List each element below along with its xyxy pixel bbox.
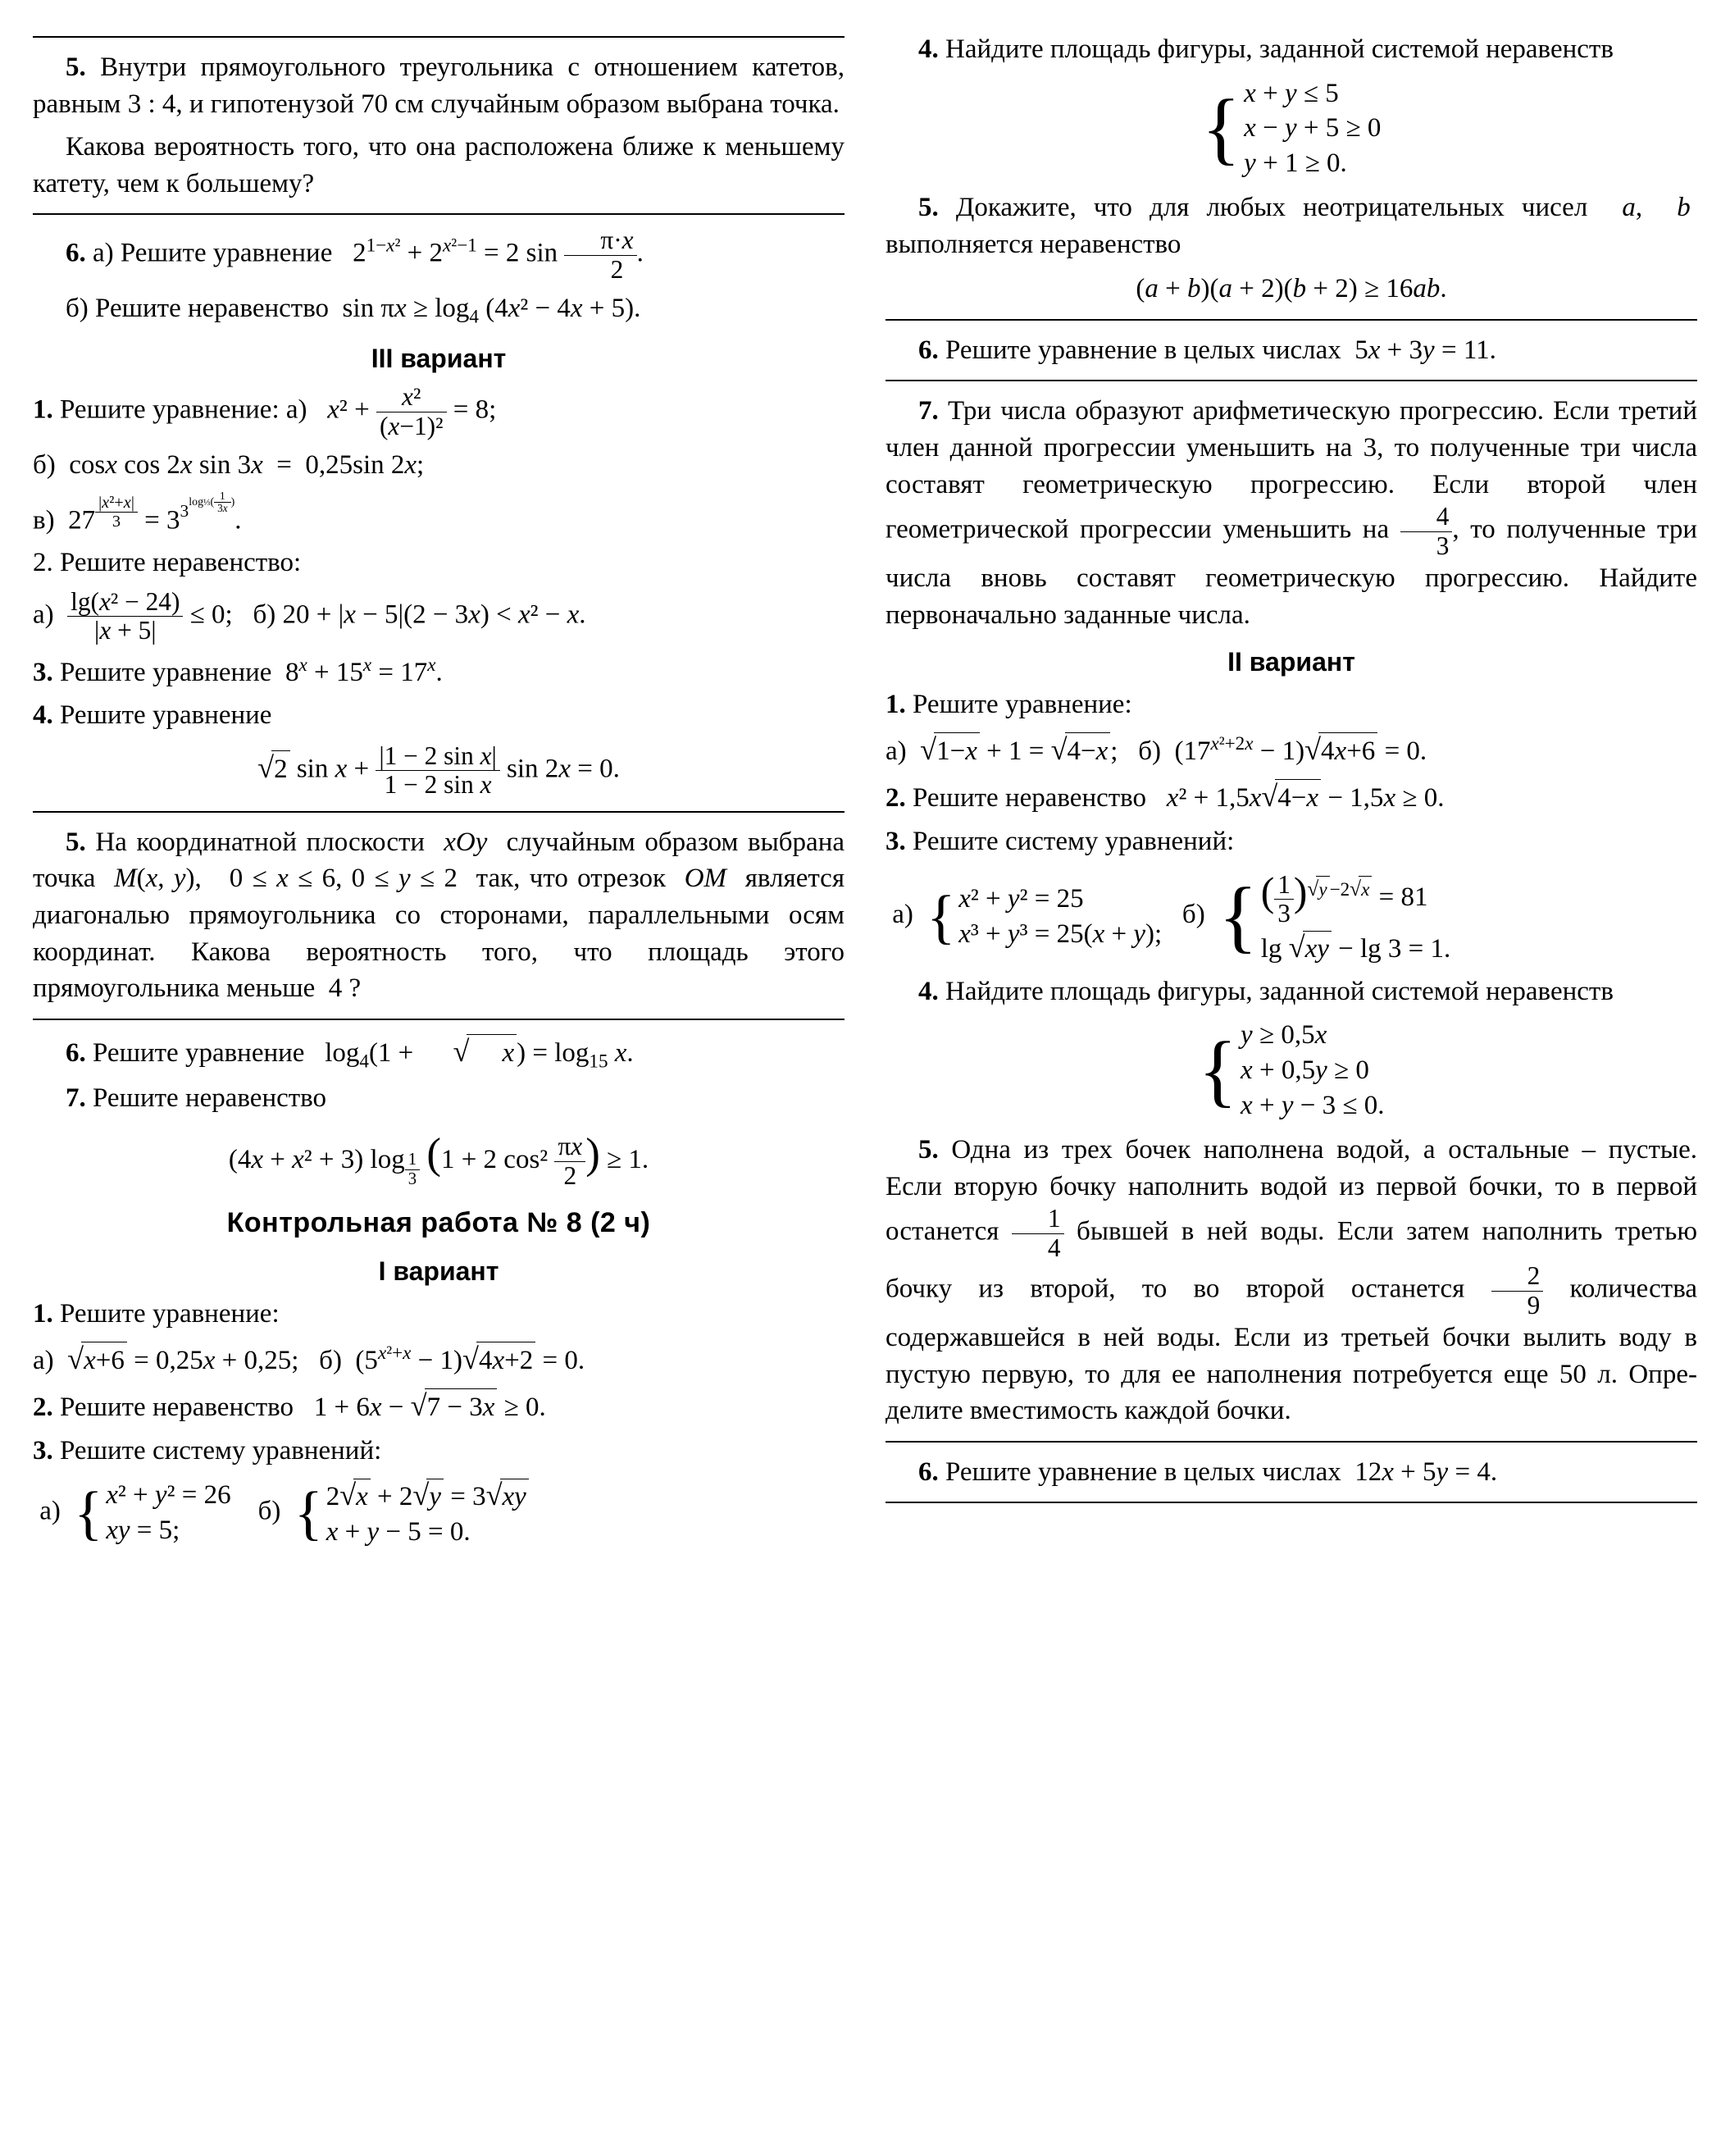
problem-number: 5. [66, 52, 86, 82]
problem-text: Найдите площадь фигуры, заданной систе­м… [939, 977, 1614, 1006]
left-column: 5. Внутри прямоугольного треугольника с … [33, 25, 845, 1557]
v3-problem-6: 6. Решите уравнение log4(1 + x) = log15 … [33, 1032, 845, 1074]
problem-text: Решите неравенство [86, 1083, 326, 1113]
problem-text: а) Решите уравнение [86, 239, 333, 268]
v2-problem-1ab: а) 1−x + 1 = 4−x; б) (17x²+2x − 1)4x+6 =… [885, 730, 1697, 770]
problem-text: Докажите, что для любых неотрицательных … [885, 193, 1697, 259]
problem-number: 1. [33, 395, 53, 425]
v3-problem-5: 5. На координатной плоскости xOy случай­… [33, 824, 845, 1007]
problem-number: 5. [66, 827, 86, 857]
problem-number: 6. [66, 239, 86, 268]
r-problem-5: 5. Докажите, что для любых неотрицательн… [885, 189, 1697, 262]
problem-text: Решите уравнение [53, 700, 272, 730]
v3-problem-4: 4. Решите уравнение [33, 697, 845, 734]
problem-number: 5. [918, 193, 939, 222]
divider [33, 213, 845, 215]
problem-text: Решите неравенство x² + 1,5x4−x − 1,5x ≥… [913, 783, 1444, 813]
v2-problem-1: 1. Решите уравнение: [885, 686, 1697, 723]
problem-number: 6. [918, 1457, 939, 1487]
v3-problem-2ab: а) lg(x² − 24)|x + 5| ≤ 0; б) 20 + |x − … [33, 588, 845, 645]
v3-problem-1b: б) cosx cos 2x sin 3x = 0,25sin 2x; [33, 447, 845, 484]
divider [885, 1502, 1697, 1503]
problem-number: 2. [885, 783, 906, 813]
problem-6b: б) Решите неравенство sin πx ≥ log4 (4x²… [33, 290, 845, 330]
divider [33, 36, 845, 38]
r-problem-5-formula: (a + b)(a + 2)(b + 2) ≥ 16ab. [885, 271, 1697, 308]
problem-number: 5. [918, 1135, 939, 1165]
problem-text: Решите уравнение log4(1 + x) = log15 x. [93, 1038, 634, 1068]
problem-number: 7. [918, 396, 939, 426]
divider [885, 319, 1697, 321]
problem-number: 2. [33, 1393, 53, 1422]
v2-problem-3-systems: а) { x² + y² = 25 x³ + y³ = 25(x + y); б… [885, 866, 1697, 967]
v3-problem-3: 3. Решите уравнение 8x + 15x = 17x. [33, 652, 845, 691]
problem-number: 3. [885, 827, 906, 856]
v3-problem-7-formula: (4x + x² + 3) log13 (1 + 2 cos² πx2) ≥ 1… [33, 1125, 845, 1190]
variant-2-heading: II вариант [885, 645, 1697, 680]
r-problem-7: 7. Три числа образуют арифметическую про… [885, 393, 1697, 633]
problem-number: 6. [66, 1038, 86, 1068]
v3-problem-7: 7. Решите неравенство [33, 1080, 845, 1117]
v2-problem-5: 5. Одна из трех бочек наполнена водой, а… [885, 1132, 1697, 1429]
r-problem-4-system: { x + y ≤ 5 x − y + 5 ≥ 0 y + 1 ≥ 0. [885, 76, 1697, 182]
divider [885, 380, 1697, 381]
v3-problem-2-lead: 2. Решите неравенство: [33, 545, 845, 581]
problem-6a: 6. а) Решите уравнение 21−x² + 2x²−1 = 2… [33, 226, 845, 284]
fraction-num: 4 [1400, 503, 1453, 531]
r-problem-4: 4. Найдите площадь фигуры, заданной сист… [885, 31, 1697, 68]
k1-problem-2: 2. Решите неравенство 1 + 6x − 7 − 3x ≥ … [33, 1386, 845, 1426]
variant-3-heading: III вариант [33, 341, 845, 376]
problem-number: 4. [918, 977, 939, 1006]
problem-text: Решите уравнение 8x + 15x = 17x. [60, 658, 443, 687]
r-problem-6: 6. Решите уравнение в целых числах 5x + … [885, 332, 1697, 369]
v2-problem-4: 4. Найдите площадь фигуры, заданной сист… [885, 973, 1697, 1010]
variant-1-heading: I вариант [33, 1254, 845, 1289]
problem-number: 6. [918, 335, 939, 365]
problem-text: На координатной плоскости xOy случай­ным… [33, 827, 845, 1003]
k1-problem-1ab: а) x+6 = 0,25x + 0,25; б) (5x²+x − 1)4x+… [33, 1339, 845, 1379]
problem-text: Решите систему уравнений: [906, 827, 1235, 856]
divider [885, 1441, 1697, 1443]
problem-5-q: Какова вероятность того, что она располо… [33, 129, 845, 202]
k1-problem-1: 1. Решите уравнение: [33, 1296, 845, 1333]
problem-text: Решите уравнение: [906, 690, 1132, 719]
problem-number: 4. [918, 34, 939, 64]
problem-text: Решите уравнение: [53, 1299, 280, 1329]
problem-text: Решите систему уравнений: [53, 1436, 382, 1465]
problem-text: Решите уравнение: а) [53, 395, 307, 425]
divider [33, 1019, 845, 1020]
v3-problem-1c: в) 27|x²+x|3 = 33log⅓(13x). [33, 490, 845, 539]
problem-number: 4. [33, 700, 53, 730]
kr8-heading: Контрольная работа № 8 (2 ч) [33, 1205, 845, 1242]
problem-text: Внутри прямоугольного треугольника с от­… [33, 52, 845, 119]
problem-5: 5. Внутри прямоугольного треугольника с … [33, 49, 845, 122]
problem-text: Решите неравенство 1 + 6x − 7 − 3x ≥ 0. [60, 1393, 546, 1422]
v2-problem-2: 2. Решите неравенство x² + 1,5x4−x − 1,5… [885, 777, 1697, 817]
fraction-den: 3 [1400, 532, 1453, 560]
fraction-num: 2 [1491, 1262, 1544, 1291]
problem-text: Решите уравнение в целых числах 12x + 5y… [945, 1457, 1497, 1487]
k1-problem-3-systems: а) { x² + y² = 26 xy = 5; б) { 2x + 2y =… [33, 1476, 845, 1550]
fraction-den: 9 [1491, 1292, 1544, 1320]
v2-problem-6: 6. Решите уравнение в целых числах 12x +… [885, 1454, 1697, 1491]
divider [33, 811, 845, 813]
problem-number: 1. [33, 1299, 53, 1329]
fraction-num: 1 [1012, 1205, 1064, 1233]
v2-problem-3: 3. Решите систему уравнений: [885, 823, 1697, 860]
v3-problem-4-formula: 2 sin x + |1 − 2 sin x|1 − 2 sin x sin 2… [33, 742, 845, 800]
problem-number: 3. [33, 1436, 53, 1465]
right-column: 4. Найдите площадь фигуры, заданной сист… [885, 25, 1697, 1557]
v2-problem-4-system: { y ≥ 0,5x x + 0,5y ≥ 0 x + y − 3 ≤ 0. [885, 1018, 1697, 1124]
k1-problem-3: 3. Решите систему уравнений: [33, 1433, 845, 1470]
problem-text: Решите уравнение в целых числах 5x + 3y … [945, 335, 1496, 365]
page: 5. Внутри прямоугольного треугольника с … [0, 0, 1730, 1581]
problem-number: 7. [66, 1083, 86, 1113]
problem-number: 1. [885, 690, 906, 719]
fraction-den: 4 [1012, 1234, 1064, 1262]
problem-number: 3. [33, 658, 53, 687]
problem-text: Найдите площадь фигуры, заданной систе­м… [939, 34, 1614, 64]
v3-problem-1: 1. Решите уравнение: а) x² + x²(x−1)² = … [33, 383, 845, 440]
